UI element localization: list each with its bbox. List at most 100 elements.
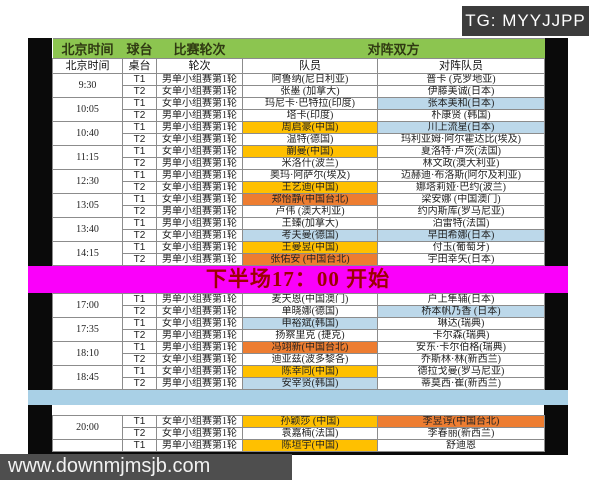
match-row: 14:15 T1 女单小组赛第1轮 王曼昱(中国) 付玉(葡萄牙) [52, 241, 546, 266]
match-row: T2 男单小组赛第1轮 塔卡(印度) 朴康贤 (韩国) [53, 109, 546, 122]
subheader-player: 队员 [242, 58, 378, 74]
opponent-cell: 迈赫迪·布洛斯(阿尔及利亚) [376, 169, 546, 182]
header-time: 北京时间 [52, 38, 123, 59]
court-cell: T1 [122, 73, 157, 86]
round-cell: 女单小组赛第1轮 [156, 427, 243, 440]
round-cell: 男单小组赛第1轮 [156, 205, 243, 218]
player-cell: 迪亚兹(波多黎各) [242, 353, 378, 366]
court-cell: T2 [122, 305, 157, 318]
round-cell: 男单小组赛第1轮 [156, 377, 243, 390]
round-cell: 女单小组赛第1轮 [156, 97, 243, 110]
court-cell: T1 [122, 293, 157, 306]
court-cell: T2 [122, 181, 157, 194]
time-cell: 13:40 [52, 217, 123, 242]
court-cell: T2 [122, 205, 157, 218]
court-cell: T1 [122, 121, 157, 134]
time-cell: 17:00 [52, 293, 123, 318]
schedule-table-afternoon: 17:00 T1 男单小组赛第1轮 麦天恩(中国澳门) 户上隼辅(日本) T2 女单小组赛第… [52, 293, 545, 390]
subheader-time: 北京时间 [52, 58, 123, 74]
round-cell: 男单小组赛第1轮 [156, 253, 243, 266]
opponent-cell: 张本美和(日本) [376, 97, 546, 110]
match-row: 12:30 T1 男单小组赛第1轮 奥玛·阿萨尔(埃及) 迈赫迪·布洛斯(阿尔及利亚) [52, 169, 546, 194]
opponent-cell: 普卡 (克罗地亚) [376, 73, 546, 86]
match-row: 18:10 T1 男单小组赛第1轮 冯翊新(中国台北) 安东·卡尔伯格(瑞典) [52, 341, 545, 366]
court-cell: T1 [122, 341, 157, 354]
schedule-table-morning: 北京时间 球台 比赛轮次 对阵双方 北京时间 桌台 轮次 队员 对阵队员 9:3… [52, 38, 546, 266]
player-cell: 陈垣宇(中国) [242, 439, 378, 452]
blank-row [52, 405, 544, 415]
court-cell: T2 [122, 253, 157, 266]
match-row: T2 男单小组赛第1轮 卢伟 (澳大利亚) 约内斯库(罗马尼亚) [53, 205, 546, 218]
player-cell: 温特(德国) [242, 133, 378, 146]
match-row: 17:00 T1 男单小组赛第1轮 麦天恩(中国澳门) 户上隼辅(日本) [52, 293, 545, 318]
player-cell: 孙颖莎 (中国) [242, 415, 378, 428]
round-cell: 女单小组赛第1轮 [156, 229, 243, 242]
opponent-cell: 娜塔莉娅·巴约(波兰) [376, 181, 546, 194]
round-cell: 女单小组赛第1轮 [156, 415, 243, 428]
court-cell: T2 [122, 377, 157, 390]
player-cell: 阿鲁纳(尼日利亚) [242, 73, 378, 86]
match-row: 13:05 T1 女单小组赛第1轮 郑怡静(中国台北) 梁安娜 (中国澳门) [52, 193, 546, 218]
player-cell: 奥玛·阿萨尔(埃及) [242, 169, 378, 182]
round-cell: 女单小组赛第1轮 [156, 145, 243, 158]
opponent-cell: 泊雷特(法国) [376, 217, 546, 230]
round-cell: 男单小组赛第1轮 [156, 73, 243, 86]
time-cell: 10:05 [52, 97, 123, 122]
time-cell: 13:05 [52, 193, 123, 218]
opponent-cell: 梁安娜 (中国澳门) [376, 193, 546, 206]
round-cell: 男单小组赛第1轮 [156, 293, 243, 306]
court-cell: T2 [122, 229, 157, 242]
court-cell: T2 [122, 157, 157, 170]
court-cell: T2 [122, 353, 157, 366]
player-cell: 周启豪(中国) [242, 121, 378, 134]
match-row: T2 男单小组赛第1轮 安宰贤(韩国) 蒂莫西·崔(新西兰) [53, 377, 545, 390]
time-cell: 14:15 [52, 241, 123, 266]
player-cell: 麦天恩(中国澳门) [242, 293, 378, 306]
schedule-table-evening: 20:00 T1 女单小组赛第1轮 孙颖莎 (中国) 李昱谆(中国台北) T2 女单小组赛第… [52, 415, 545, 452]
header-court: 球台 [122, 38, 157, 59]
opponent-cell: 安东·卡尔伯格(瑞典) [377, 341, 545, 354]
court-cell: T2 [122, 85, 157, 98]
separator-band [28, 390, 568, 405]
tg-badge: TG: MYYJJPP [462, 6, 589, 36]
opponent-cell: 蒂莫西·崔(新西兰) [377, 377, 545, 390]
match-row: 9:30 T1 男单小组赛第1轮 阿鲁纳(尼日利亚) 普卡 (克罗地亚) [52, 73, 546, 98]
opponent-cell: 宇田幸矢(日本) [376, 253, 546, 266]
court-cell: T1 [122, 145, 157, 158]
round-cell: 男单小组赛第1轮 [156, 109, 243, 122]
match-row: 10:05 T1 女单小组赛第1轮 玛尼卡·巴特拉(印度) 张本美和(日本) [52, 97, 546, 122]
court-cell: T1 [122, 217, 157, 230]
player-cell: 单晓娜(德国) [242, 305, 378, 318]
court-cell: T1 [122, 317, 157, 330]
time-cell: 20:00 [52, 415, 123, 440]
court-cell: T2 [122, 133, 157, 146]
subheader-court: 桌台 [122, 58, 157, 74]
opponent-cell: 朴康贤 (韩国) [376, 109, 546, 122]
court-cell: T2 [122, 109, 157, 122]
court-cell: T1 [122, 97, 157, 110]
opponent-cell: 乔斯林·林(新西兰) [377, 353, 545, 366]
round-cell: 女单小组赛第1轮 [156, 241, 243, 254]
second-half-banner: 下半场17：00 开始 [28, 266, 568, 293]
opponent-cell: 桥本帆乃香 (日本) [377, 305, 545, 318]
match-row: 20:00 T1 女单小组赛第1轮 孙颖莎 (中国) 李昱谆(中国台北) [52, 415, 545, 440]
player-cell: 张墨 (加拿大) [242, 85, 378, 98]
opponent-cell: 卡尔森(瑞典) [377, 329, 545, 342]
player-cell: 张佑安 (中国台北) [242, 253, 378, 266]
opponent-cell: 李春丽(新西兰) [377, 427, 545, 440]
player-cell: 米洛什(波兰) [242, 157, 378, 170]
subheader-round: 轮次 [156, 58, 243, 74]
round-cell: 男单小组赛第1轮 [156, 439, 243, 452]
match-row: T2 男单小组赛第1轮 米洛什(波兰) 林文政(澳大利亚) [53, 157, 546, 170]
match-row: T2 女单小组赛第1轮 温特(德国) 玛利亚姆·阿尔霍达比(埃及) [53, 133, 546, 146]
opponent-cell: 约内斯库(罗马尼亚) [376, 205, 546, 218]
header-matchup: 对阵双方 [242, 38, 545, 59]
opponent-cell: 李昱谆(中国台北) [377, 415, 545, 428]
opponent-cell: 早田希娜(日本) [376, 229, 546, 242]
match-row: 18:45 T1 女单小组赛第1轮 陈幸同(中国) 德拉戈曼(罗马尼亚) [52, 365, 545, 390]
court-cell: T2 [122, 329, 157, 342]
player-cell: 申裕斌(韩国) [242, 317, 378, 330]
time-cell: 10:40 [52, 121, 123, 146]
match-row: 17:35 T1 女单小组赛第1轮 申裕斌(韩国) 琳达(瑞典) [52, 317, 545, 342]
time-cell: 17:35 [52, 317, 123, 342]
